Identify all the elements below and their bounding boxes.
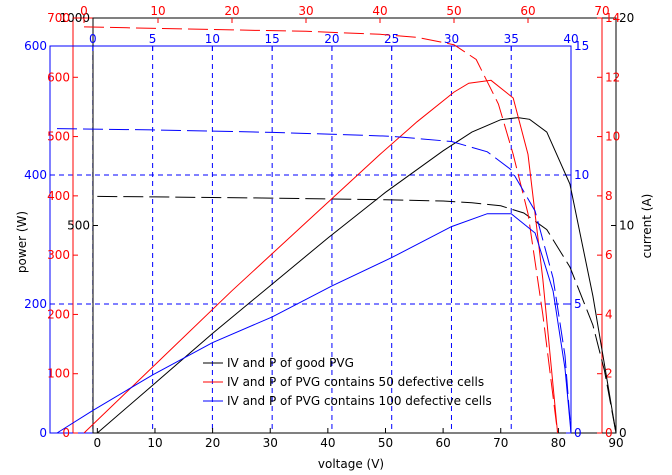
tick-label-b_top: 35 [504,32,519,46]
tick-label-b_right: 10 [574,168,589,182]
tick-label-k_bottom: 30 [263,436,278,450]
tick-label-r_top: 0 [80,4,88,18]
tick-label-b_right: 0 [574,426,582,440]
tick-label-k_bottom: 40 [320,436,335,450]
tick-label-r_right: 14 [605,11,620,25]
tick-label-r_left: 100 [47,367,70,381]
tick-label-r_right: 0 [605,426,613,440]
tick-label-k_right: 0 [619,426,627,440]
tick-label-r_top: 70 [594,4,609,18]
tick-label-r_top: 40 [372,4,387,18]
tick-label-r_top: 20 [224,4,239,18]
tick-label-r_right: 2 [605,367,613,381]
tick-label-r_left: 300 [47,248,70,262]
tick-label-r_left: 700 [47,11,70,25]
current-curve-series-3 [56,128,572,434]
tick-label-b_top: 15 [265,32,280,46]
legend: IV and P of good PVG IV and P of PVG cont… [203,356,492,408]
tick-label-r_top: 30 [298,4,313,18]
legend-label: IV and P of PVG contains 100 defective c… [227,394,492,408]
tick-label-k_right: 10 [619,219,634,233]
tick-label-r_left: 200 [47,307,70,321]
tick-label-r_right: 6 [605,248,613,262]
tick-label-b_left: 400 [24,168,47,182]
tick-label-k_left: 500 [67,219,90,233]
y-axis-title-left: power (W) [15,211,29,273]
tick-label-k_bottom: 70 [493,436,508,450]
tick-label-b_left: 200 [24,297,47,311]
tick-label-k_bottom: 60 [435,436,450,450]
tick-label-b_top: 40 [563,32,578,46]
tick-label-b_right: 5 [574,297,582,311]
tick-label-r_top: 10 [150,4,165,18]
tick-label-k_bottom: 50 [378,436,393,450]
power-curve-series-1 [96,117,617,434]
tick-label-b_top: 5 [149,32,157,46]
legend-label: IV and P of PVG contains 50 defective ce… [227,375,484,389]
black-frame [92,17,617,434]
power-curve-series-3 [56,213,572,434]
tick-label-k_bottom: 10 [147,436,162,450]
tick-label-b_top: 25 [384,32,399,46]
tick-label-r_left: 600 [47,70,70,84]
x-axis-title: voltage (V) [318,457,384,471]
power-curve-series-2 [83,79,559,434]
tick-label-b_right: 15 [574,39,589,53]
current-curve-series-2 [83,26,559,434]
tick-label-k_bottom: 20 [205,436,220,450]
tick-label-k_right: 20 [619,11,634,25]
plot-box [49,17,617,434]
grid [50,46,571,433]
tick-label-k_bottom: 0 [94,436,102,450]
tick-label-r_top: 60 [520,4,535,18]
tick-label-b_top: 20 [324,32,339,46]
series-lines [56,26,617,434]
tick-label-r_right: 4 [605,307,613,321]
tick-label-b_left: 600 [24,39,47,53]
tick-label-r_right: 8 [605,189,613,203]
tick-label-r_right: 12 [605,70,620,84]
legend-label: IV and P of good PVG [227,356,354,370]
tick-label-r_left: 0 [62,426,70,440]
tick-label-k_bottom: 80 [551,436,566,450]
tick-label-r_top: 50 [446,4,461,18]
tick-label-b_top: 10 [205,32,220,46]
current-curve-series-1 [97,195,617,434]
tick-label-r_left: 400 [47,189,70,203]
tick-label-b_top: 30 [444,32,459,46]
tick-label-b_left: 0 [39,426,47,440]
tick-label-r_left: 500 [47,130,70,144]
tick-label-k_bottom: 90 [608,436,623,450]
y-axis-title-right: current (A) [640,194,654,259]
tick-label-r_right: 10 [605,130,620,144]
tick-label-b_top: 0 [89,32,97,46]
